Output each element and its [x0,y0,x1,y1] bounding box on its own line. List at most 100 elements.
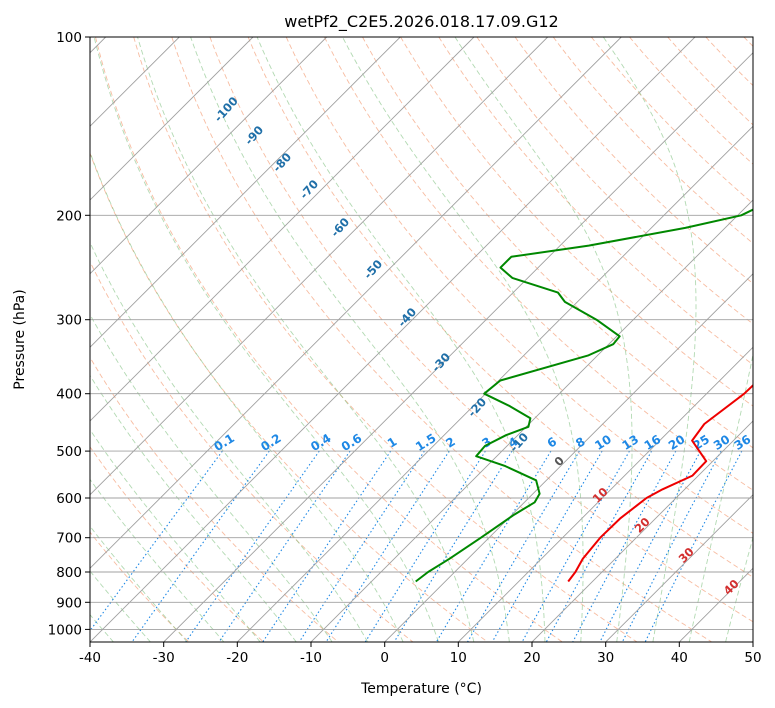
moist-adiabat-label: 30 [676,545,697,566]
dry-adiabat-line [629,37,753,165]
mixing-ratio-line [131,450,270,642]
moist-adiabat-line [90,313,333,642]
y-tick-label: 300 [56,313,82,329]
moist-adiabat-line [90,374,297,642]
moist-adiabat-line [90,241,369,642]
dry-adiabat-line [743,37,753,47]
isotherm-line [163,52,753,642]
mixing-ratio-line [467,450,580,642]
moist-adiabat-line [602,37,697,642]
mixing-ratio-line [298,450,425,642]
dry-adiabat-line [209,37,753,623]
dry-adiabat-line [133,37,638,642]
isotherm-line [236,125,753,642]
dry-adiabat-line [705,37,753,87]
isotherm-line [457,346,753,642]
mixing-ratio-label: 16 [642,432,664,453]
dry-adiabat-line [552,37,753,244]
dry-adiabat-label: -30 [429,350,453,375]
isotherm-line [605,494,753,642]
moist-adiabat-label: 0 [551,453,567,469]
dry-adiabat-label: -100 [211,94,241,125]
mixing-ratio-label: 13 [620,432,642,453]
x-tick-label: -30 [153,650,175,666]
mixing-ratio-label: 0.4 [308,431,333,454]
moist-adiabat-line [725,535,753,642]
mixing-ratio-line [644,450,743,642]
isotherm-line [90,37,696,642]
mixing-ratio-line [218,450,351,642]
temperature-profile [567,384,753,583]
mixing-ratio-label: 36 [732,432,754,453]
dry-adiabat-line [438,37,753,366]
isotherm-line [384,273,753,642]
mixing-ratio-line [491,450,603,642]
isotherm-line [531,420,753,642]
dry-adiabat-line [590,37,753,205]
dry-adiabat-line [90,446,264,642]
x-tick-label: 10 [450,650,467,666]
dry-adiabat-line [90,260,414,642]
mixing-ratio-line [435,450,552,642]
mixing-ratio-line [521,450,630,642]
mixing-ratio-label: 2 [443,434,458,450]
isotherm-line [90,37,328,275]
dry-adiabat-line [362,37,753,449]
y-tick-label: 900 [56,595,82,611]
moist-adiabat-line [90,478,225,642]
dry-adiabat-line [323,37,753,491]
mixing-ratio-label: 0.6 [339,431,364,454]
dry-adiabat-label: -50 [361,257,385,282]
isotherm-line [90,37,254,201]
dry-adiabat-line [400,37,753,407]
dry-adiabat-line [285,37,753,534]
mixing-ratio-line [325,450,450,642]
y-tick-label: 400 [56,387,82,403]
dry-adiabat-line [95,37,563,642]
mixing-ratio-label: 6 [545,434,560,450]
y-tick-label: 200 [56,208,82,224]
isotherm-line [752,641,753,642]
isotherm-line [90,37,475,422]
x-tick-label: -10 [300,650,322,666]
moist-adiabat-label: 20 [632,515,653,536]
x-tick-label: -20 [226,650,248,666]
y-tick-label: 100 [56,30,82,46]
mixing-ratio-label: 30 [711,432,733,453]
plot-frame [89,36,754,643]
mixing-ratio-label: 0.1 [211,431,236,454]
moist-adiabat-label: 10 [590,485,611,506]
moist-adiabat-line [90,525,188,642]
y-tick-label: 1000 [48,622,82,638]
sounding-profiles [415,208,753,583]
x-tick-label: 30 [597,650,614,666]
x-tick-label: 0 [380,650,389,666]
x-axis-label: Temperature (°C) [360,681,482,697]
y-tick-label: 800 [56,565,82,581]
mixing-ratio-line [185,450,320,642]
moist-adiabat-line [762,37,775,642]
y-tick-label: 600 [56,491,82,507]
mixing-ratio-label: 0.2 [258,431,283,454]
x-tick-label: 50 [744,650,761,666]
moist-adiabat-line [688,352,753,642]
moist-adiabat-line [342,37,584,642]
dewpoint-profile [415,208,753,583]
mixing-ratio-line [90,450,223,632]
mixing-ratio-line [262,450,392,642]
isotherm-line [90,37,622,569]
background-lines [90,37,775,642]
isotherm-line [90,37,549,496]
isotherm-line [678,567,753,642]
x-tick-label: 40 [671,650,688,666]
moist-adiabat-line [93,37,439,642]
chart-title: wetPf2_C2E5.2026.018.17.09.G12 [284,12,558,32]
mixing-ratio-label: 10 [592,432,614,453]
y-axis-label: Pressure (hPa) [12,289,28,389]
isotherm-line [90,37,401,348]
dry-adiabat-line [90,531,190,642]
dry-adiabat-line [476,37,753,325]
mixing-ratio-label: 8 [573,434,588,450]
dry-adiabat-label: -40 [395,305,419,330]
